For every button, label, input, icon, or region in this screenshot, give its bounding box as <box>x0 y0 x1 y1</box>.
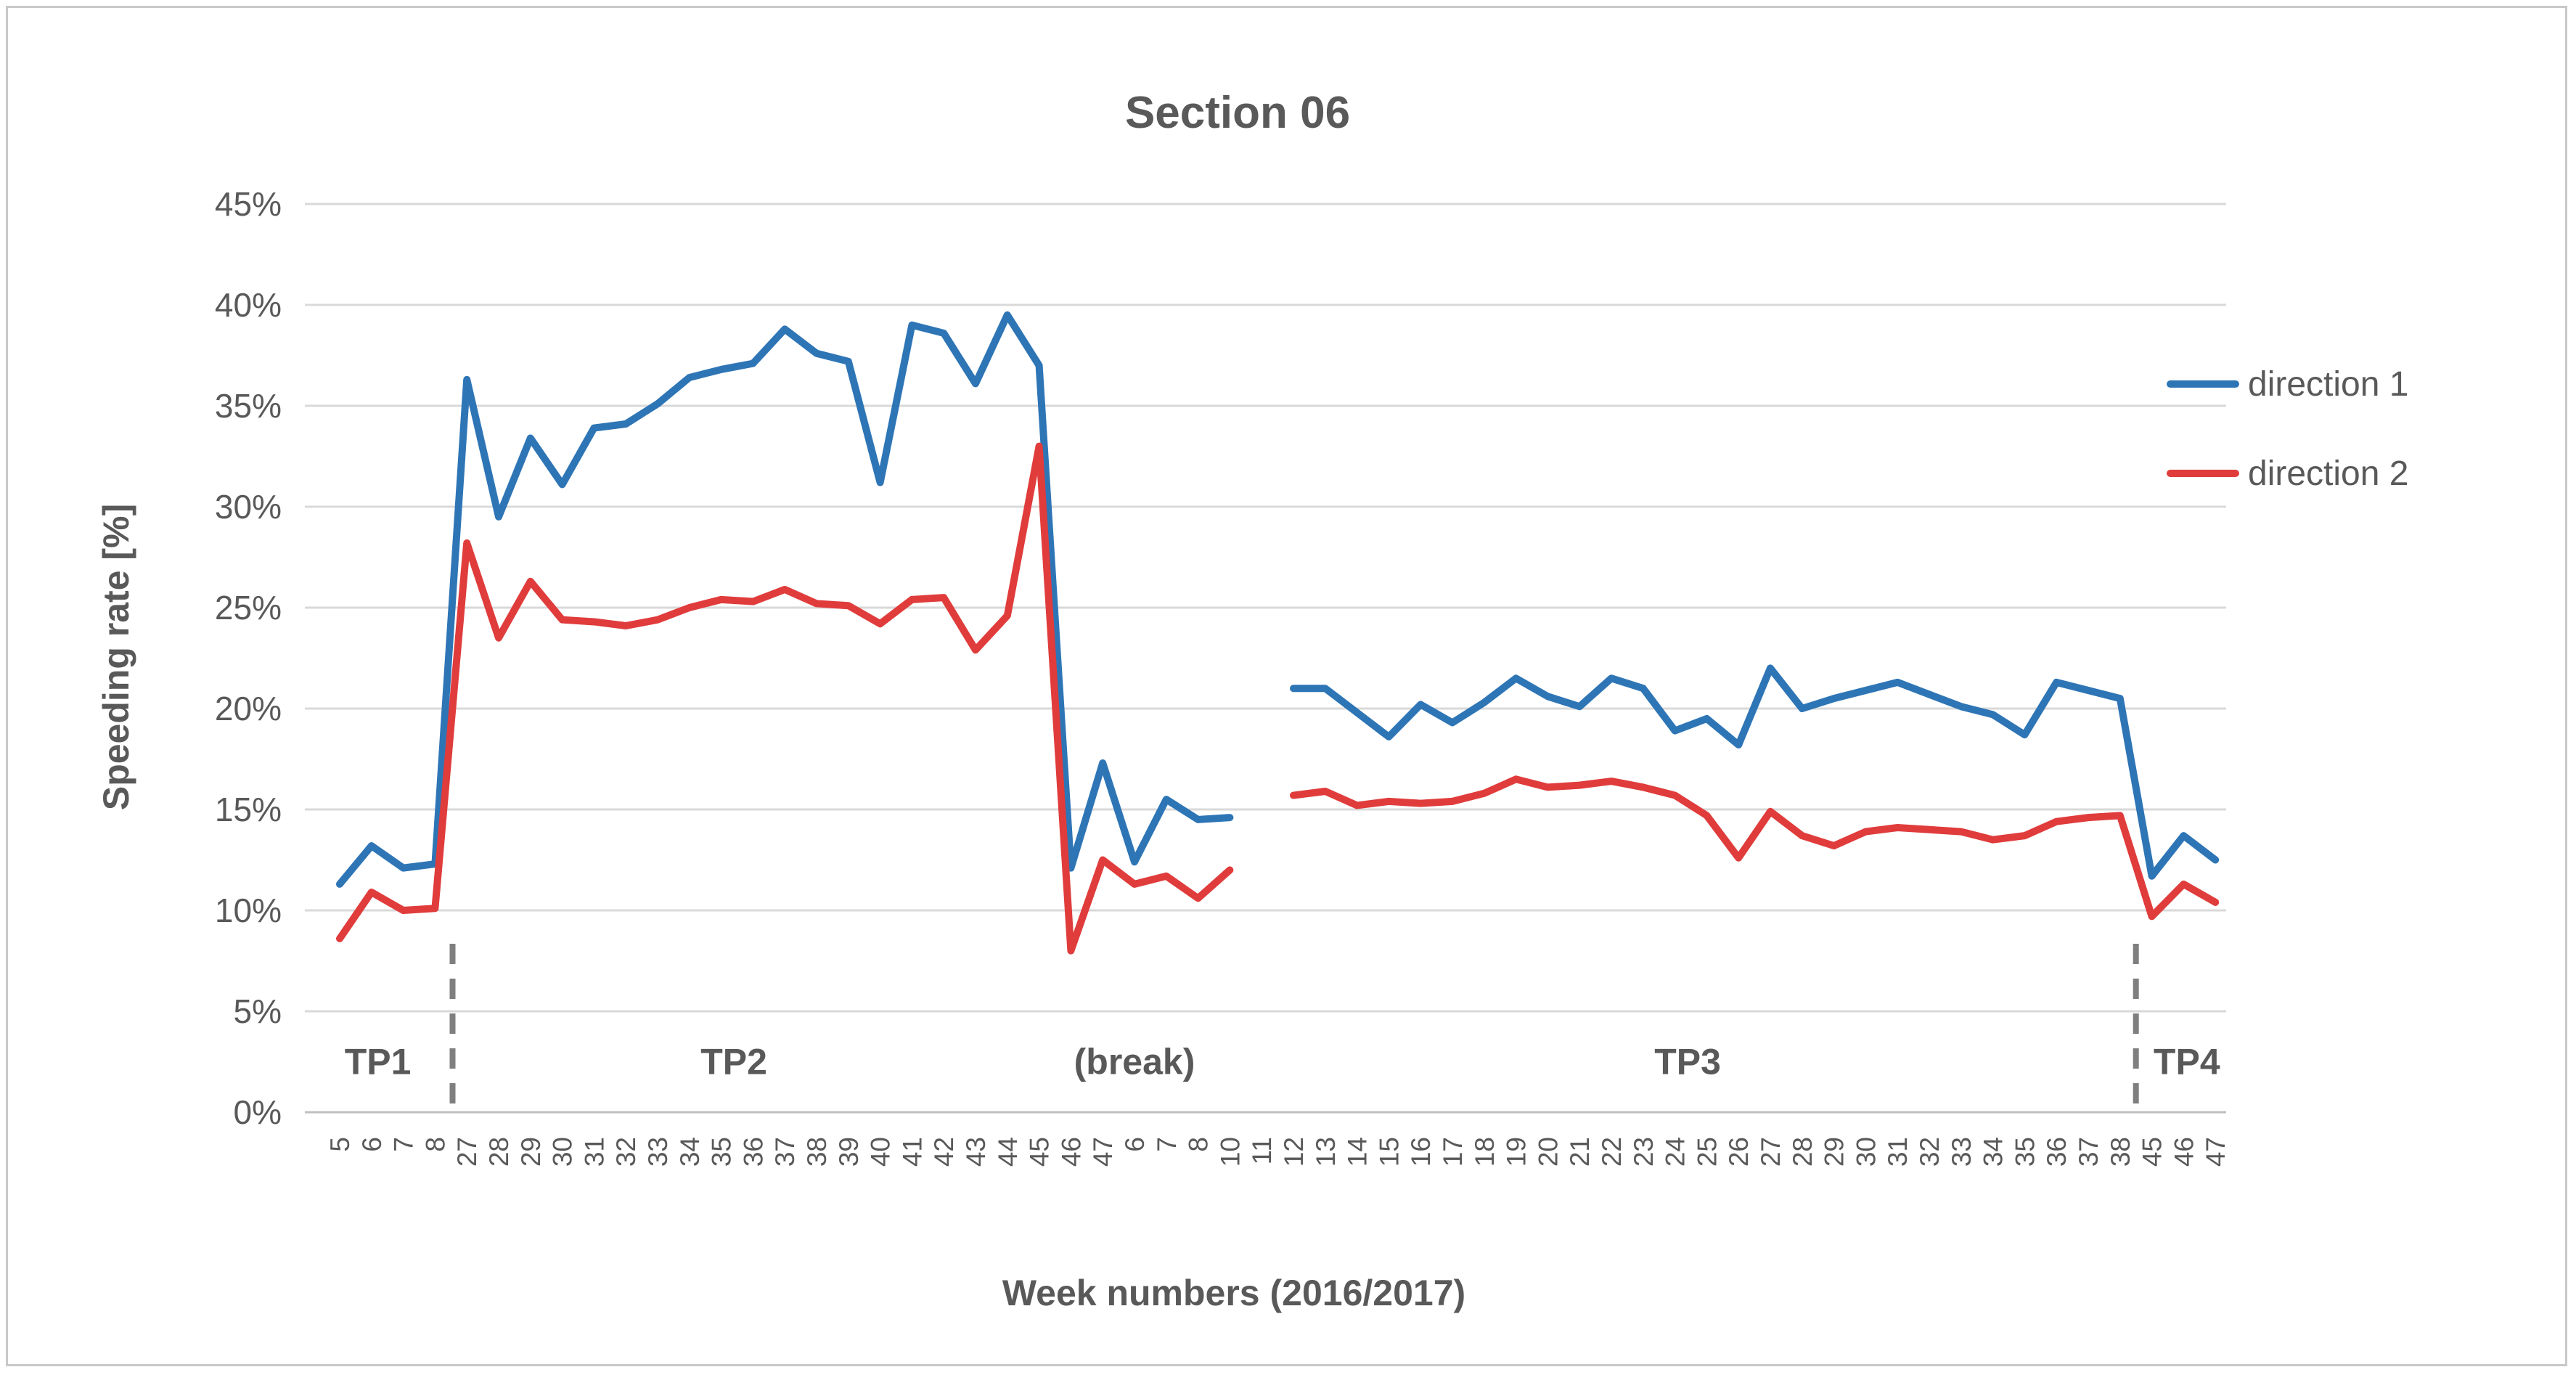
x-tick-label: 36 <box>738 1137 768 1167</box>
y-tick-label: 45% <box>215 185 282 223</box>
x-tick-label: 11 <box>1247 1137 1277 1164</box>
x-tick-label: 7 <box>389 1137 419 1152</box>
chart-title: Section 06 <box>1124 88 1351 138</box>
y-tick-label: 0% <box>234 1093 282 1131</box>
period-label-TP3: TP3 <box>1654 1042 1721 1082</box>
x-tick-label: 32 <box>1915 1137 1945 1167</box>
legend: direction 1 direction 2 <box>2167 356 2408 534</box>
x-tick-label: 27 <box>1756 1137 1786 1167</box>
x-tick-label: 41 <box>897 1137 927 1167</box>
legend-label: direction 1 <box>2248 364 2409 404</box>
x-tick-label: 46 <box>2169 1137 2199 1167</box>
x-tick-label: 6 <box>357 1137 387 1152</box>
direction-2-line-swatch <box>2167 470 2239 477</box>
x-tick-label: 16 <box>1406 1137 1436 1167</box>
y-tick-label: 40% <box>215 286 282 324</box>
x-tick-label: 45 <box>1025 1137 1055 1167</box>
x-tick-label: 37 <box>770 1137 800 1167</box>
period-label-TP4: TP4 <box>2154 1042 2220 1082</box>
series-line-direction-2 <box>336 442 1234 955</box>
x-tick-label: 28 <box>484 1137 514 1167</box>
x-tick-label: 20 <box>1533 1137 1563 1167</box>
x-tick-label: 15 <box>1374 1137 1404 1167</box>
x-tick-label: 31 <box>1883 1137 1913 1167</box>
x-tick-label: 30 <box>548 1137 578 1167</box>
x-tick-label: 8 <box>420 1137 450 1152</box>
x-tick-label: 13 <box>1311 1137 1341 1167</box>
direction-1-line-swatch <box>2167 380 2239 388</box>
y-tick-label: 30% <box>215 488 282 526</box>
x-axis-title: Week numbers (2016/2017) <box>1002 1273 1466 1313</box>
x-tick-label: 32 <box>611 1137 641 1167</box>
x-tick-label: 37 <box>2074 1137 2103 1167</box>
period-label-TP2: TP2 <box>700 1042 767 1082</box>
x-tick-label: 25 <box>1692 1137 1722 1167</box>
x-tick-label: 36 <box>2042 1137 2072 1167</box>
y-tick-label: 15% <box>215 791 282 828</box>
x-tick-label: 34 <box>1979 1137 2008 1167</box>
y-tick-label: 5% <box>234 992 282 1030</box>
y-tick-label: 10% <box>215 891 282 929</box>
x-tick-label: 7 <box>1152 1137 1182 1152</box>
x-tick-label: 29 <box>1820 1137 1849 1167</box>
x-tick-label: 28 <box>1788 1137 1817 1167</box>
y-tick-label: 20% <box>215 690 282 727</box>
x-tick-label: 23 <box>1629 1137 1659 1167</box>
period-label-break: (break) <box>1074 1042 1195 1082</box>
x-tick-label: 34 <box>675 1137 705 1167</box>
period-label-TP1: TP1 <box>345 1042 412 1082</box>
x-tick-label: 33 <box>643 1137 673 1167</box>
x-tick-label: 30 <box>1851 1137 1881 1167</box>
x-tick-label: 29 <box>516 1137 546 1167</box>
x-tick-label: 19 <box>1502 1137 1532 1167</box>
x-tick-label: 47 <box>2201 1137 2231 1167</box>
x-tick-label: 22 <box>1597 1137 1627 1167</box>
x-tick-label: 43 <box>961 1137 991 1167</box>
series-line-direction-1 <box>1290 664 2220 880</box>
x-tick-label: 35 <box>707 1137 737 1167</box>
series-line-direction-2 <box>1290 775 2220 921</box>
x-tick-label: 40 <box>866 1137 896 1167</box>
x-tick-label: 8 <box>1184 1137 1214 1152</box>
x-tick-label: 26 <box>1724 1137 1754 1167</box>
x-tick-label: 38 <box>802 1137 832 1167</box>
x-tick-label: 27 <box>452 1137 482 1167</box>
legend-item-direction-2[interactable]: direction 2 <box>2167 445 2408 502</box>
x-tick-label: 44 <box>993 1137 1023 1167</box>
x-tick-label: 17 <box>1438 1137 1468 1167</box>
x-tick-label: 31 <box>579 1137 609 1167</box>
x-tick-label: 21 <box>1565 1137 1595 1167</box>
chart-frame <box>6 6 2567 1366</box>
x-tick-label: 14 <box>1343 1137 1373 1167</box>
y-tick-label: 25% <box>215 589 282 627</box>
y-axis-title: Speeding rate [%] <box>96 503 136 811</box>
legend-item-direction-1[interactable]: direction 1 <box>2167 356 2408 412</box>
x-tick-label: 38 <box>2106 1137 2135 1167</box>
x-tick-label: 33 <box>1947 1137 1976 1167</box>
x-tick-label: 10 <box>1215 1137 1245 1167</box>
x-tick-label: 42 <box>929 1137 959 1167</box>
y-tick-label: 35% <box>215 387 282 425</box>
x-tick-label: 46 <box>1056 1137 1086 1167</box>
legend-label: direction 2 <box>2248 454 2409 493</box>
x-tick-label: 45 <box>2138 1137 2167 1167</box>
series-line-direction-1 <box>336 311 1234 888</box>
x-tick-label: 35 <box>2010 1137 2040 1167</box>
x-tick-label: 47 <box>1088 1137 1118 1167</box>
x-tick-label: 12 <box>1279 1137 1309 1167</box>
x-tick-label: 39 <box>834 1137 864 1167</box>
x-tick-label: 5 <box>325 1137 355 1152</box>
x-tick-label: 24 <box>1661 1137 1690 1167</box>
x-tick-label: 18 <box>1470 1137 1500 1167</box>
x-tick-label: 6 <box>1120 1137 1150 1152</box>
